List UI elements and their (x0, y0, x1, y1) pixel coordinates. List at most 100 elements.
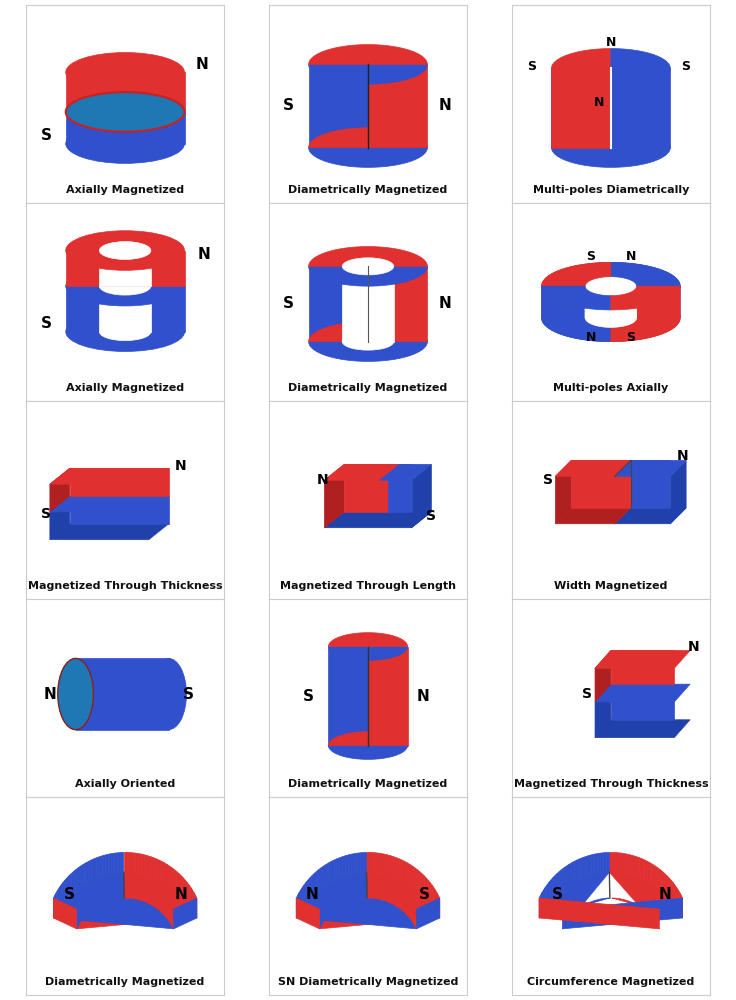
Ellipse shape (66, 312, 185, 352)
Polygon shape (77, 872, 197, 929)
Polygon shape (335, 889, 336, 910)
Polygon shape (662, 872, 665, 893)
Polygon shape (432, 885, 434, 907)
Polygon shape (135, 879, 136, 899)
Polygon shape (163, 894, 164, 915)
Polygon shape (108, 854, 111, 874)
Polygon shape (411, 900, 412, 922)
Polygon shape (408, 897, 410, 918)
Polygon shape (611, 49, 670, 68)
Polygon shape (328, 647, 368, 746)
Text: S: S (40, 316, 52, 331)
Text: S: S (283, 296, 294, 311)
Polygon shape (373, 878, 375, 898)
Text: N: N (606, 36, 616, 49)
Polygon shape (77, 905, 79, 927)
Polygon shape (675, 885, 676, 907)
Polygon shape (345, 882, 347, 903)
Polygon shape (63, 880, 65, 902)
Text: S: S (41, 507, 51, 521)
Polygon shape (328, 895, 329, 917)
Polygon shape (595, 720, 690, 738)
Ellipse shape (66, 92, 185, 132)
Polygon shape (539, 872, 610, 929)
Polygon shape (342, 266, 394, 342)
Polygon shape (78, 866, 81, 888)
Polygon shape (331, 860, 334, 881)
Polygon shape (296, 898, 319, 929)
Polygon shape (611, 294, 680, 318)
Polygon shape (151, 857, 153, 877)
Polygon shape (174, 870, 177, 891)
Polygon shape (631, 460, 670, 508)
Polygon shape (112, 879, 114, 900)
Polygon shape (71, 872, 74, 893)
Polygon shape (141, 880, 142, 901)
Polygon shape (556, 508, 631, 524)
Polygon shape (189, 885, 191, 907)
Polygon shape (114, 879, 116, 899)
Polygon shape (353, 880, 355, 900)
Polygon shape (369, 852, 372, 872)
Polygon shape (402, 860, 405, 881)
Polygon shape (557, 872, 559, 893)
Polygon shape (611, 650, 674, 684)
Polygon shape (156, 859, 159, 880)
Polygon shape (670, 460, 686, 524)
Polygon shape (321, 866, 324, 888)
Text: Circumference Magnetized: Circumference Magnetized (527, 977, 695, 987)
Text: S: S (40, 128, 52, 143)
Polygon shape (585, 277, 611, 318)
Polygon shape (81, 900, 82, 922)
Polygon shape (328, 732, 408, 746)
Polygon shape (158, 890, 160, 911)
Polygon shape (185, 880, 188, 902)
Polygon shape (88, 860, 91, 881)
Ellipse shape (99, 323, 151, 341)
Polygon shape (146, 882, 148, 903)
Polygon shape (305, 880, 308, 902)
Polygon shape (642, 859, 645, 880)
Polygon shape (542, 286, 611, 342)
Polygon shape (66, 112, 185, 144)
Polygon shape (308, 64, 428, 84)
Polygon shape (375, 879, 378, 899)
Polygon shape (160, 891, 162, 912)
Ellipse shape (66, 231, 185, 270)
Ellipse shape (58, 658, 93, 730)
Polygon shape (85, 895, 86, 917)
Polygon shape (543, 888, 545, 910)
Polygon shape (345, 855, 348, 876)
Polygon shape (173, 907, 174, 929)
Polygon shape (405, 861, 407, 883)
Polygon shape (355, 879, 357, 900)
Polygon shape (172, 868, 174, 890)
Polygon shape (542, 262, 611, 318)
Polygon shape (412, 902, 414, 923)
Polygon shape (551, 128, 670, 148)
Polygon shape (66, 72, 185, 112)
Polygon shape (611, 684, 674, 720)
Polygon shape (142, 881, 144, 902)
Polygon shape (328, 746, 408, 759)
Polygon shape (416, 907, 417, 929)
Polygon shape (297, 893, 299, 915)
Polygon shape (368, 647, 408, 746)
Ellipse shape (66, 124, 185, 163)
Polygon shape (56, 890, 57, 913)
Polygon shape (595, 684, 690, 702)
Text: N: N (586, 331, 596, 344)
Polygon shape (611, 262, 680, 318)
Polygon shape (308, 266, 368, 342)
Polygon shape (437, 893, 439, 915)
Polygon shape (324, 900, 325, 922)
Polygon shape (320, 905, 322, 927)
Polygon shape (611, 262, 680, 286)
Polygon shape (95, 886, 97, 907)
Polygon shape (124, 852, 127, 872)
Polygon shape (57, 888, 60, 910)
Polygon shape (164, 863, 167, 884)
Polygon shape (628, 854, 631, 875)
Polygon shape (325, 464, 344, 528)
Polygon shape (138, 880, 141, 900)
